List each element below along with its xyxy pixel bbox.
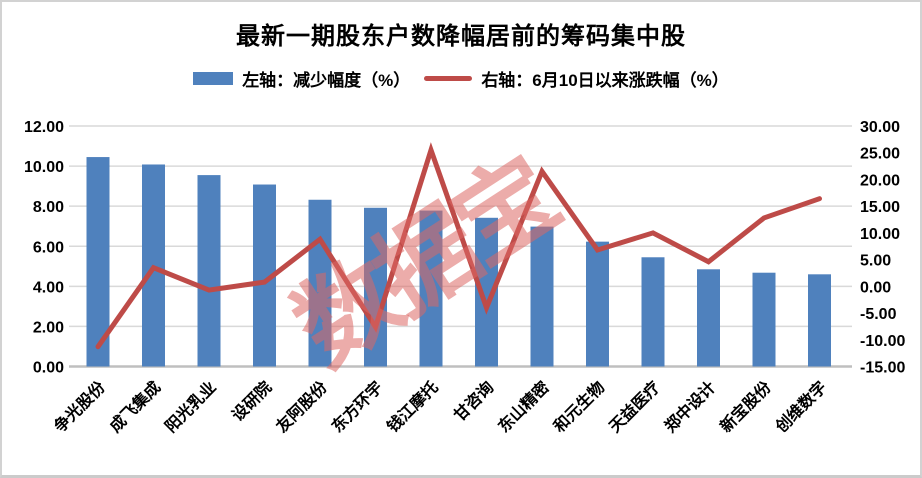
x-axis-label-阳光乳业: 阳光乳业	[161, 377, 220, 436]
line-series-swatch-icon	[424, 76, 473, 81]
x-axis-label-钱江摩托: 钱江摩托	[383, 377, 442, 436]
bar-郑中设计	[697, 269, 720, 367]
right-axis-tick-label: 0.00	[860, 279, 891, 296]
x-axis-label-争光股份: 争光股份	[50, 377, 109, 436]
right-axis-tick-label: -15.00	[860, 360, 905, 377]
x-axis-label-东山精密: 东山精密	[494, 377, 553, 436]
legend: 左轴：减少幅度（%） 右轴：6月10日以来涨跌幅（%）	[2, 66, 920, 91]
left-axis-tick-label: 0.00	[33, 360, 64, 377]
left-axis-tick-label: 2.00	[33, 319, 64, 336]
x-axis-label-新宝股份: 新宝股份	[716, 377, 775, 436]
bar-阳光乳业	[197, 175, 221, 367]
x-axis-label-甘咨询: 甘咨询	[450, 377, 497, 424]
x-axis-label-和元生物: 和元生物	[550, 377, 609, 436]
right-axis-tick-label: 5.00	[860, 253, 891, 270]
left-axis-tick-label: 8.00	[33, 199, 64, 216]
bar-钱江摩托	[419, 210, 443, 367]
legend-item-line-series: 右轴：6月10日以来涨跌幅（%）	[424, 66, 729, 91]
bar-创维数字	[808, 274, 831, 367]
bar-东山精密	[530, 226, 554, 367]
x-axis-label-友阿股份: 友阿股份	[272, 377, 331, 436]
bar-东方环宇	[364, 207, 387, 367]
left-axis-tick-label: 10.00	[24, 159, 64, 176]
right-axis-tick-label: -5.00	[860, 306, 897, 323]
left-axis-tick-label: 12.00	[24, 119, 64, 136]
right-axis-tick-label: 30.00	[860, 119, 900, 136]
left-axis-tick-label: 6.00	[33, 239, 64, 256]
bar-争光股份	[86, 157, 110, 367]
x-axis-label-设研院: 设研院	[228, 377, 275, 424]
bar-友阿股份	[308, 199, 332, 367]
bar-甘咨询	[475, 217, 498, 367]
left-axis-tick-label: 4.00	[33, 279, 64, 296]
x-axis-label-郑中设计: 郑中设计	[661, 377, 720, 436]
bar-series-swatch-icon	[193, 72, 234, 85]
right-axis-tick-label: 15.00	[860, 199, 900, 216]
right-axis-tick-label: 25.00	[860, 146, 900, 163]
right-axis-tick-label: 20.00	[860, 172, 900, 189]
bar-新宝股份	[752, 272, 776, 367]
x-axis-label-成飞集成: 成飞集成	[106, 377, 165, 436]
bar-设研院	[253, 184, 276, 367]
legend-item-bar-series: 左轴：减少幅度（%）	[193, 66, 410, 91]
bar-和元生物	[586, 241, 609, 367]
line-series-path	[95, 142, 822, 350]
line-series-label: 右轴：6月10日以来涨跌幅（%）	[481, 71, 729, 90]
right-axis-tick-label: -10.00	[860, 333, 905, 350]
x-axis-label-东方环宇: 东方环宇	[328, 377, 387, 436]
chart-title: 最新一期股东户数降幅居前的筹码集中股	[236, 23, 686, 50]
bar-series-label: 左轴：减少幅度（%）	[242, 71, 411, 90]
x-axis-label-天益医疗: 天益医疗	[605, 377, 664, 436]
right-axis-tick-label: 10.00	[860, 226, 900, 243]
bar-天益医疗	[641, 257, 665, 367]
x-axis-label-创维数字: 创维数字	[771, 377, 830, 436]
